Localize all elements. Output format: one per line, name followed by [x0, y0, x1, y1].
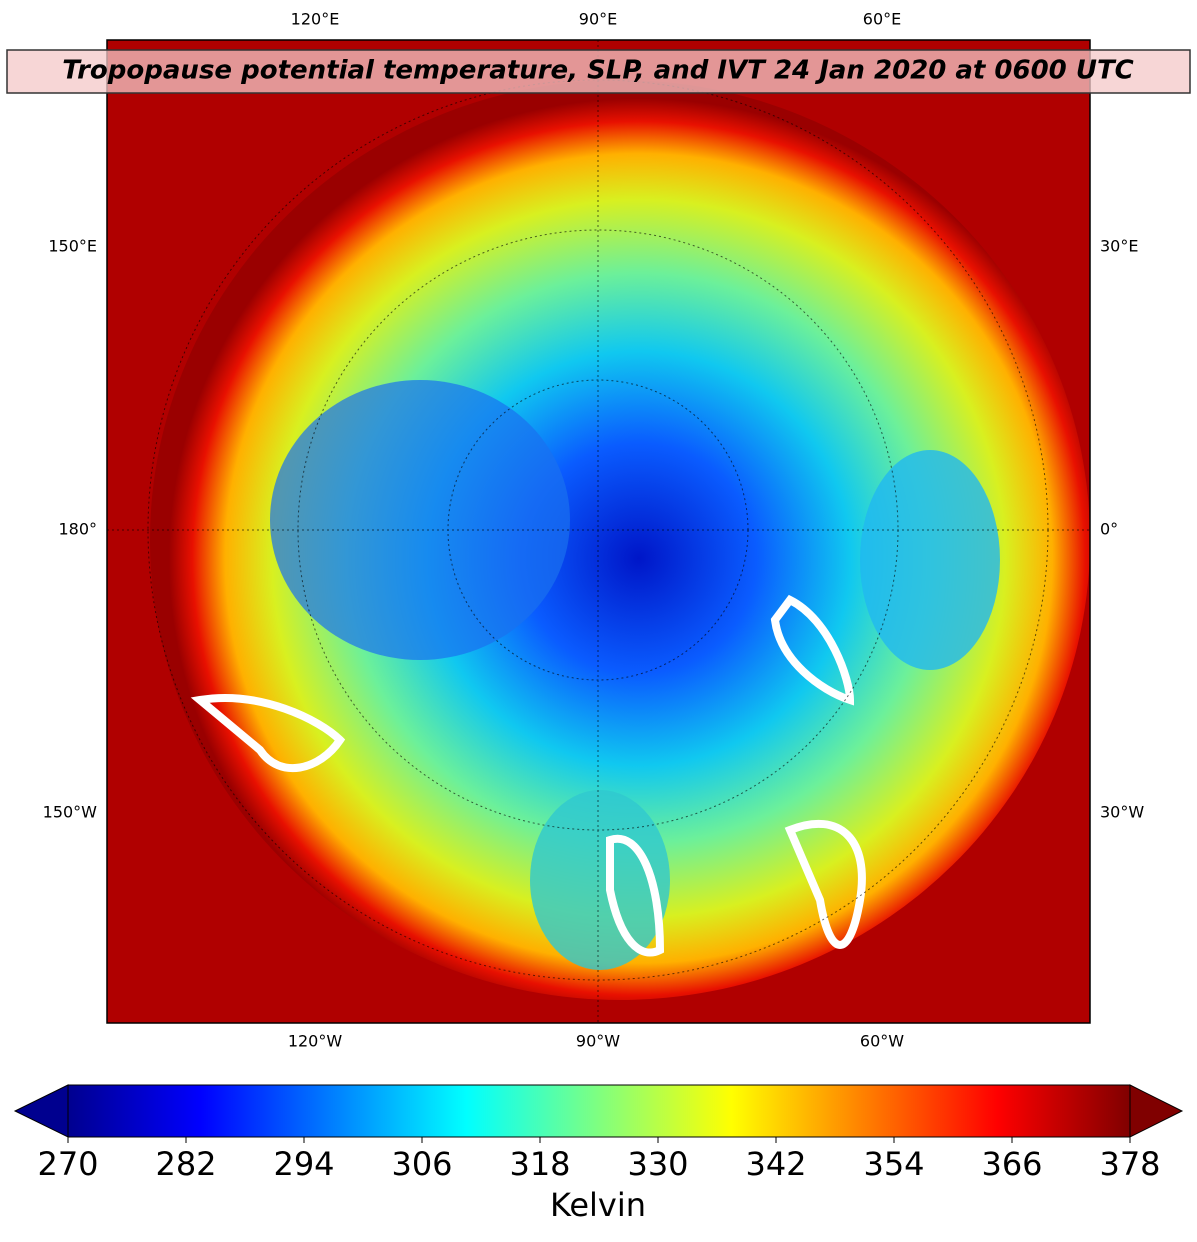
colorbar-extend-low: [13, 1084, 69, 1138]
colorbar-tick-label: 354: [863, 1145, 924, 1183]
colorbar-label: Kelvin: [550, 1186, 646, 1224]
colorbar-tick-label: 282: [155, 1145, 216, 1183]
colorbar-extend-high: [1129, 1084, 1184, 1138]
colorbar-tick-label: 366: [981, 1145, 1042, 1183]
lat-label: 30°E: [1100, 237, 1138, 256]
lat-label: 0°: [1100, 520, 1118, 539]
title-box: [6, 49, 1191, 94]
lat-label: 180°: [58, 520, 97, 539]
map-field: [107, 40, 1090, 1023]
lon-label: 60°E: [863, 10, 901, 29]
colorbar-tick-label: 270: [37, 1145, 98, 1183]
colorbar: [67, 1084, 1131, 1138]
lon-label: 60°W: [860, 1032, 904, 1051]
colorbar-tick-label: 342: [745, 1145, 806, 1183]
lon-label: 90°W: [576, 1032, 620, 1051]
colorbar-tick-label: 318: [509, 1145, 570, 1183]
colorbar-tick-label: 378: [1099, 1145, 1160, 1183]
colorbar-tick-label: 306: [391, 1145, 452, 1183]
colorbar-tick-label: 330: [627, 1145, 688, 1183]
lat-label: 150°E: [48, 237, 97, 256]
lon-label: 90°E: [579, 10, 617, 29]
lat-label: 150°W: [43, 803, 98, 822]
colorbar-tick-label: 294: [273, 1145, 334, 1183]
lat-label: 30°W: [1100, 803, 1144, 822]
title: Tropopause potential temperature, SLP, a…: [62, 56, 1134, 86]
map-frame: [106, 39, 1091, 1024]
lon-label: 120°W: [288, 1032, 343, 1051]
lon-label: 120°E: [291, 10, 340, 29]
